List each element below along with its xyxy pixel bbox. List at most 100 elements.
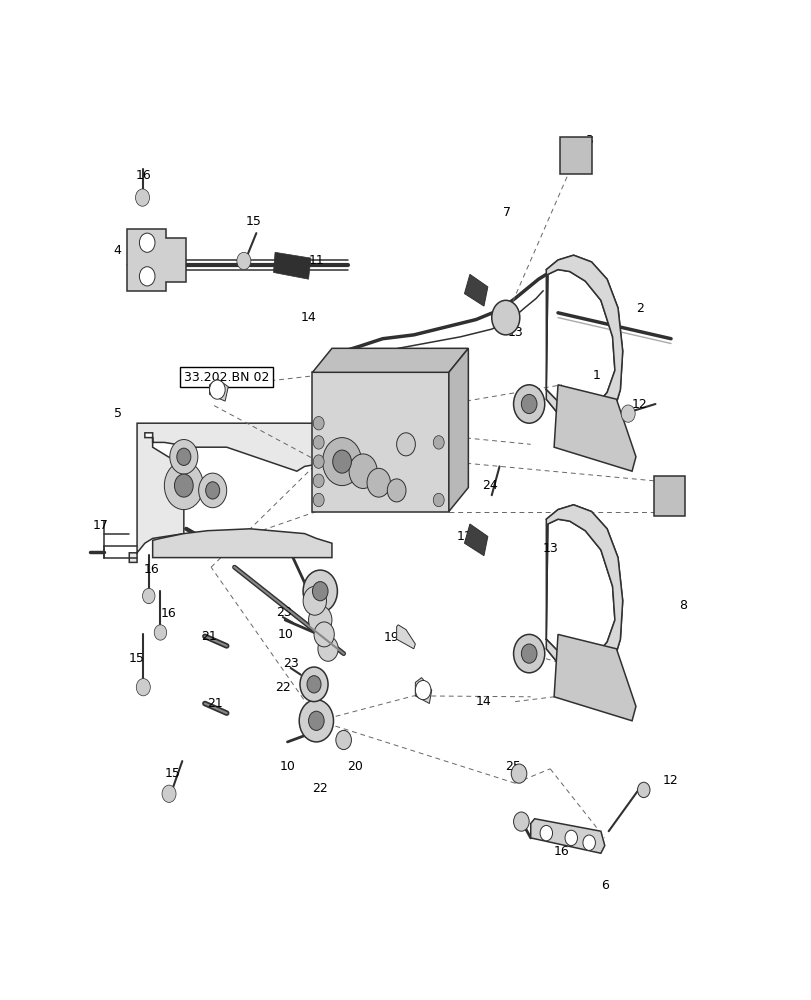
Text: 33.202.BN 02: 33.202.BN 02 — [183, 371, 269, 384]
Text: 15: 15 — [246, 215, 262, 228]
Circle shape — [169, 440, 198, 474]
Text: 23: 23 — [276, 606, 291, 619]
Circle shape — [298, 700, 333, 742]
Circle shape — [199, 473, 226, 508]
Circle shape — [620, 405, 634, 422]
Polygon shape — [312, 348, 468, 372]
Polygon shape — [415, 678, 431, 704]
Circle shape — [349, 454, 376, 488]
Circle shape — [164, 462, 203, 510]
Polygon shape — [127, 229, 186, 291]
Polygon shape — [448, 348, 468, 512]
Circle shape — [139, 267, 155, 286]
Polygon shape — [553, 385, 635, 471]
Text: 16: 16 — [143, 563, 159, 576]
Text: 1: 1 — [592, 369, 600, 382]
Text: 22: 22 — [312, 782, 328, 794]
Polygon shape — [273, 252, 311, 279]
Bar — [312, 372, 448, 512]
Text: 11: 11 — [308, 253, 324, 266]
Circle shape — [318, 636, 337, 661]
Circle shape — [308, 606, 332, 634]
Text: 14: 14 — [475, 695, 491, 708]
Polygon shape — [546, 505, 622, 678]
Text: 18: 18 — [401, 436, 418, 449]
Text: 8: 8 — [678, 599, 686, 612]
Text: 15: 15 — [164, 767, 180, 780]
Text: 3: 3 — [585, 133, 592, 146]
Text: 10: 10 — [279, 760, 295, 773]
Circle shape — [135, 189, 149, 206]
Polygon shape — [546, 255, 622, 428]
Text: 7: 7 — [503, 206, 511, 219]
Circle shape — [177, 448, 191, 465]
Circle shape — [521, 644, 536, 663]
Circle shape — [313, 416, 324, 430]
Circle shape — [415, 680, 431, 700]
Polygon shape — [129, 423, 343, 562]
Circle shape — [637, 782, 649, 798]
Circle shape — [154, 625, 166, 640]
Text: 22: 22 — [275, 681, 290, 694]
Text: 2: 2 — [635, 302, 643, 314]
Text: 15: 15 — [129, 652, 145, 665]
Text: 11: 11 — [456, 530, 472, 543]
Polygon shape — [464, 274, 487, 306]
Text: 12: 12 — [663, 774, 678, 787]
Text: 17: 17 — [92, 519, 108, 532]
Polygon shape — [553, 634, 635, 721]
Text: 16: 16 — [135, 169, 151, 182]
Circle shape — [513, 634, 544, 673]
Circle shape — [307, 676, 320, 693]
Text: 5: 5 — [114, 407, 122, 420]
Circle shape — [162, 785, 176, 802]
Circle shape — [312, 582, 328, 601]
Text: 21: 21 — [207, 697, 222, 710]
Text: 16: 16 — [553, 845, 569, 858]
Text: 20: 20 — [347, 760, 363, 773]
Circle shape — [433, 493, 444, 507]
Polygon shape — [396, 625, 415, 649]
Text: 13: 13 — [542, 542, 557, 554]
Text: 21: 21 — [200, 630, 217, 643]
Circle shape — [491, 300, 519, 335]
Circle shape — [174, 474, 193, 497]
Circle shape — [313, 493, 324, 507]
Circle shape — [139, 233, 155, 252]
Text: 24: 24 — [482, 479, 497, 492]
Circle shape — [136, 679, 150, 696]
Circle shape — [513, 812, 529, 831]
Text: 3: 3 — [670, 484, 678, 497]
Text: 9: 9 — [417, 684, 425, 697]
Circle shape — [299, 667, 328, 702]
Text: 14: 14 — [300, 311, 316, 324]
Circle shape — [582, 835, 594, 850]
Polygon shape — [530, 819, 604, 853]
Text: 4: 4 — [114, 244, 122, 257]
Polygon shape — [152, 529, 332, 558]
Polygon shape — [209, 379, 228, 401]
Text: 10: 10 — [277, 628, 293, 641]
Bar — [653, 476, 684, 516]
Circle shape — [143, 588, 155, 604]
Polygon shape — [464, 524, 487, 556]
Text: 23: 23 — [282, 657, 298, 670]
Text: 13: 13 — [507, 326, 522, 338]
Circle shape — [336, 730, 351, 750]
Circle shape — [396, 433, 415, 456]
Circle shape — [205, 482, 220, 499]
Circle shape — [237, 252, 251, 270]
Text: 12: 12 — [631, 397, 647, 410]
Bar — [560, 137, 590, 174]
Circle shape — [308, 711, 324, 730]
Circle shape — [209, 380, 225, 399]
Circle shape — [303, 570, 337, 612]
Circle shape — [513, 385, 544, 423]
Circle shape — [333, 450, 351, 473]
Circle shape — [433, 436, 444, 449]
Text: 1: 1 — [592, 657, 600, 670]
Circle shape — [322, 438, 361, 486]
Circle shape — [564, 830, 577, 846]
Circle shape — [387, 479, 406, 502]
Circle shape — [313, 436, 324, 449]
